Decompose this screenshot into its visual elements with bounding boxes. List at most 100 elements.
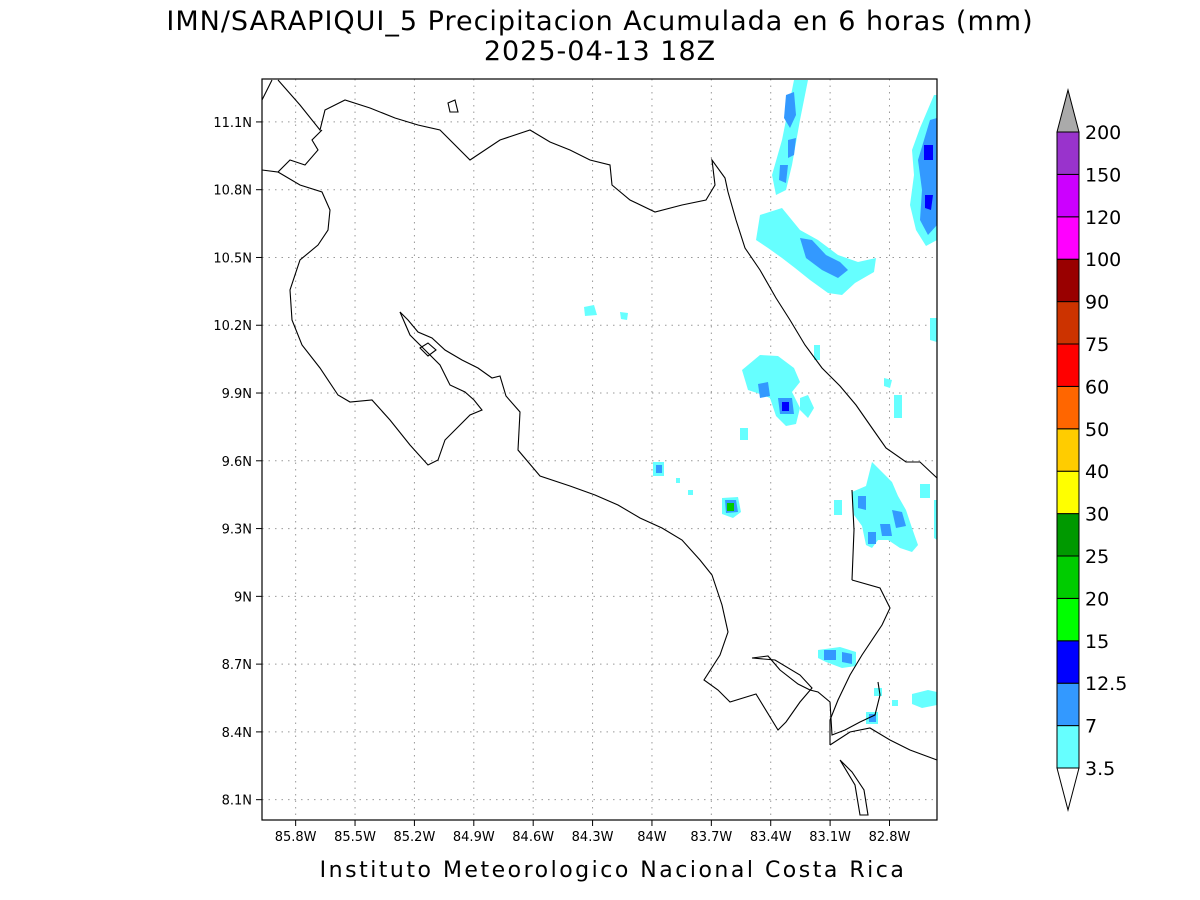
colorbar-label: 200: [1085, 122, 1121, 144]
y-tick-label: 9.6N: [222, 455, 252, 470]
precip-area: [884, 378, 892, 388]
precip-area: [912, 690, 937, 708]
precip-area: [584, 305, 597, 316]
precip-area: [758, 382, 770, 398]
precip-area: [894, 395, 902, 418]
footer-credit: Instituto Meteorologico Nacional Costa R…: [320, 858, 907, 883]
precip-area: [869, 714, 876, 722]
precip-area: [892, 510, 906, 528]
map-panel: [261, 78, 938, 821]
precip-area: [784, 92, 796, 128]
precip-area: [779, 165, 788, 183]
colorbar-swatch: [1056, 513, 1080, 557]
precip-area: [874, 688, 882, 696]
precip-area: [934, 500, 937, 540]
precip-area: [656, 465, 662, 473]
x-tick-label: 84W: [637, 830, 667, 845]
map-frame: [261, 78, 938, 821]
map-date: 2025-04-13 18Z: [484, 36, 716, 67]
panama-coast: [829, 727, 938, 816]
x-tick-label: 83.4W: [750, 830, 792, 845]
precip-area: [868, 532, 876, 544]
colorbar-swatch: [1056, 725, 1080, 769]
precip-area: [924, 145, 933, 160]
x-tick-label: 85.2W: [394, 830, 436, 845]
colorbar-swatch: [1056, 173, 1080, 218]
precip-area: [852, 462, 918, 552]
colorbar-swatch: [1056, 258, 1080, 303]
panama-border: [829, 579, 891, 745]
y-tick-label: 10.2N: [213, 319, 252, 334]
precipitation-shading: [584, 80, 937, 724]
x-tick-label: 84.3W: [572, 830, 614, 845]
colorbar-swatch: [1056, 385, 1080, 430]
precip-area: [800, 238, 848, 278]
y-tick-label: 10.5N: [213, 251, 252, 266]
x-tick-label: 82.8W: [869, 830, 911, 845]
gulf-of-nicoya: [399, 311, 813, 731]
caribbean-coast: [727, 191, 938, 479]
map-title: IMN/SARAPIQUI_5 Precipitacion Acumulada …: [166, 6, 1033, 37]
y-tick-label: 11.1N: [213, 116, 252, 131]
colorbar-swatch: [1056, 131, 1080, 175]
colorbar-swatch: [1056, 343, 1080, 387]
colorbar-swatch: [1056, 428, 1080, 472]
longitude-axis: 85.8W 85.5W 85.2W 84.9W 84.6W 84.3W 84W 83.7W 83…: [275, 820, 911, 845]
y-tick-label: 9N: [234, 590, 252, 605]
colorbar-label: 150: [1085, 164, 1121, 186]
precip-area: [824, 650, 836, 660]
colorbar-lower-arrow: [1056, 767, 1080, 812]
precip-area: [800, 395, 814, 418]
precip-area: [740, 428, 748, 440]
y-tick-label: 8.1N: [222, 794, 252, 809]
colorbar-swatch: [1056, 682, 1080, 727]
colorbar-label: 50: [1085, 419, 1109, 441]
x-tick-label: 83.1W: [809, 830, 851, 845]
map-background: [262, 79, 937, 820]
colorbar-label: 75: [1085, 334, 1109, 356]
colorbar-label: 7: [1085, 716, 1097, 738]
y-tick-label: 8.4N: [222, 726, 252, 741]
pacific-coast-north: [261, 79, 483, 466]
precip-area: [930, 318, 937, 342]
precip-area: [782, 402, 789, 411]
colorbar-label: 25: [1085, 546, 1109, 568]
x-tick-label: 85.5W: [334, 830, 376, 845]
precip-area: [788, 138, 796, 158]
colorbar-upper-arrow: [1056, 88, 1080, 133]
colorbar-label: 20: [1085, 588, 1109, 610]
colorbar-label: 12.5: [1085, 673, 1127, 695]
precip-area: [727, 503, 734, 511]
precip-area: [842, 652, 852, 664]
precip-area: [892, 700, 898, 706]
colorbar-swatch: [1056, 470, 1080, 515]
y-tick-label: 8.7N: [222, 658, 252, 673]
border-segment: [851, 489, 855, 581]
colorbar-label: 30: [1085, 504, 1109, 526]
colorbar-label: 40: [1085, 461, 1109, 483]
precip-area: [814, 345, 820, 360]
colorbar-swatch: [1056, 640, 1080, 684]
colorbar-label: 120: [1085, 207, 1121, 229]
colorbar-swatch: [1056, 216, 1080, 260]
colorbar-swatch: [1056, 301, 1080, 345]
island: [419, 342, 437, 357]
x-tick-label: 84.6W: [512, 830, 554, 845]
y-tick-label: 9.9N: [222, 387, 252, 402]
x-tick-label: 85.8W: [275, 830, 317, 845]
nicaragua-border: [277, 79, 729, 213]
precip-area: [858, 496, 866, 510]
precip-area: [834, 500, 842, 515]
precip-area: [880, 524, 892, 536]
x-tick-label: 84.9W: [453, 830, 495, 845]
colorbar: 3.5 7 12.5 15 20 25 30 40 50 60 75 90 100 120 150 200: [1056, 88, 1127, 812]
y-tick-label: 9.3N: [222, 523, 252, 538]
colorbar-swatch: [1056, 597, 1080, 642]
colorbar-label: 15: [1085, 631, 1109, 653]
latitude-axis: 11.1N 10.8N 10.5N 10.2N 9.9N 9.6N 9.3N 9N 8.7N 8.…: [213, 116, 262, 809]
coastlines: [261, 79, 938, 816]
osa-peninsula: [751, 655, 881, 736]
precip-area: [688, 490, 693, 495]
colorbar-label: 100: [1085, 249, 1121, 271]
